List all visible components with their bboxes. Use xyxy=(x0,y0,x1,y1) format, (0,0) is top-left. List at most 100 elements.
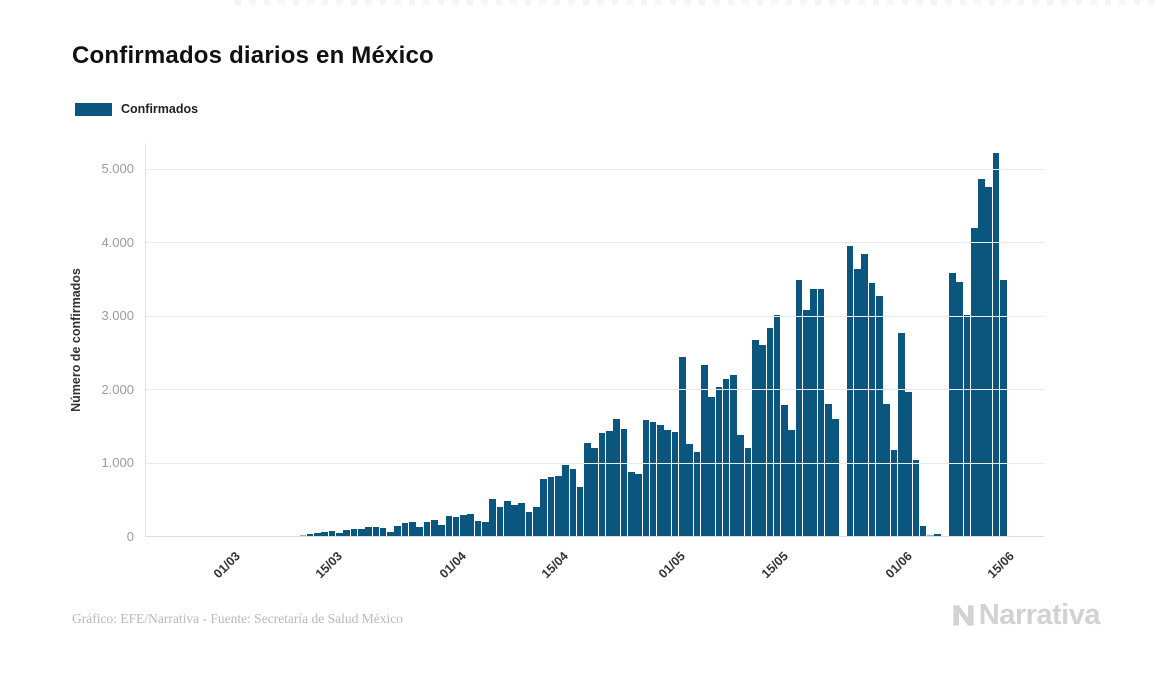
bar-27-04[interactable] xyxy=(642,419,650,537)
bar-20-04[interactable] xyxy=(591,448,599,537)
bar-29-04[interactable] xyxy=(657,424,664,537)
bar-15-06[interactable] xyxy=(1000,279,1007,537)
bar-29-03[interactable] xyxy=(430,520,438,537)
bar-02-05[interactable] xyxy=(679,356,686,537)
bar-11-06[interactable] xyxy=(970,228,978,537)
bar-10-04[interactable] xyxy=(518,503,526,537)
bar-25-05[interactable] xyxy=(846,245,854,537)
bar-14-05[interactable] xyxy=(766,328,774,537)
bar-16-04[interactable] xyxy=(562,464,569,537)
bar-24-03[interactable] xyxy=(394,525,402,537)
bar-28-03[interactable] xyxy=(423,522,431,537)
bar-22-04[interactable] xyxy=(606,430,613,537)
bar-19-05[interactable] xyxy=(803,309,810,537)
bar-30-04[interactable] xyxy=(664,429,672,537)
bar-21-04[interactable] xyxy=(598,432,606,537)
bar-20-03[interactable] xyxy=(365,527,372,537)
legend-item-confirmados[interactable]: Confirmados xyxy=(75,102,198,116)
bar-31-05[interactable] xyxy=(890,450,898,537)
bar-slot xyxy=(744,143,752,537)
bar-28-05[interactable] xyxy=(868,282,876,537)
bar-10-06[interactable] xyxy=(963,315,971,537)
bar-06-04[interactable] xyxy=(489,499,496,537)
bar-31-03[interactable] xyxy=(445,515,453,537)
bar-17-05[interactable] xyxy=(788,429,796,537)
bar-17-03[interactable] xyxy=(343,530,350,537)
bar-01-04[interactable] xyxy=(452,516,460,537)
bar-05-05[interactable] xyxy=(700,365,708,537)
bar-15-03[interactable] xyxy=(328,530,336,537)
bar-05-04[interactable] xyxy=(482,521,489,537)
bar-03-04[interactable] xyxy=(467,513,475,537)
bar-09-06[interactable] xyxy=(956,281,963,537)
bar-15-04[interactable] xyxy=(554,476,562,537)
bar-30-05[interactable] xyxy=(883,404,890,537)
bar-08-06[interactable] xyxy=(949,273,956,537)
bar-23-04[interactable] xyxy=(613,419,620,537)
bar-13-04[interactable] xyxy=(540,479,547,537)
bar-24-04[interactable] xyxy=(620,428,628,537)
bar-slot xyxy=(781,143,788,537)
bar-04-05[interactable] xyxy=(693,452,701,537)
bar-07-05[interactable] xyxy=(715,387,723,537)
bar-07-04[interactable] xyxy=(496,506,504,537)
bar-12-06[interactable] xyxy=(978,179,985,537)
bar-27-03[interactable] xyxy=(416,526,423,537)
bar-18-05[interactable] xyxy=(795,280,803,537)
bar-06-06[interactable] xyxy=(934,533,942,537)
bar-19-03[interactable] xyxy=(357,528,365,537)
bar-01-06[interactable] xyxy=(897,333,905,537)
bar-09-04[interactable] xyxy=(511,505,518,537)
bar-01-05[interactable] xyxy=(671,431,679,537)
bar-04-04[interactable] xyxy=(474,521,482,537)
bar-27-05[interactable] xyxy=(861,254,869,537)
bar-02-06[interactable] xyxy=(905,391,912,537)
bar-30-03[interactable] xyxy=(438,525,445,537)
bar-20-05[interactable] xyxy=(810,289,817,537)
bar-29-05[interactable] xyxy=(876,295,883,537)
bar-slot xyxy=(430,143,438,537)
bar-16-03[interactable] xyxy=(336,533,343,537)
bar-11-04[interactable] xyxy=(525,511,533,537)
bar-08-04[interactable] xyxy=(503,500,511,537)
bar-25-04[interactable] xyxy=(627,471,635,537)
bar-26-05[interactable] xyxy=(854,269,861,537)
bar-26-04[interactable] xyxy=(635,474,642,537)
bar-10-05[interactable] xyxy=(737,434,744,537)
bar-16-05[interactable] xyxy=(781,404,788,537)
bar-28-04[interactable] xyxy=(649,422,657,537)
bar-slot xyxy=(401,143,409,537)
bar-14-03[interactable] xyxy=(321,531,329,537)
bar-21-05[interactable] xyxy=(817,288,825,537)
bar-22-05[interactable] xyxy=(824,404,832,537)
bar-11-05[interactable] xyxy=(744,447,752,537)
bar-19-04[interactable] xyxy=(584,443,591,537)
bar-slot xyxy=(846,143,854,537)
bar-03-05[interactable] xyxy=(686,444,693,537)
bar-02-04[interactable] xyxy=(460,514,467,537)
bar-13-03[interactable] xyxy=(314,532,321,537)
bar-08-05[interactable] xyxy=(722,379,730,537)
bar-14-04[interactable] xyxy=(547,477,555,537)
bar-04-06[interactable] xyxy=(919,525,927,537)
bar-23-03[interactable] xyxy=(387,531,394,537)
bar-09-05[interactable] xyxy=(730,375,737,537)
bar-13-05[interactable] xyxy=(759,345,766,537)
bar-22-03[interactable] xyxy=(379,528,387,537)
bar-26-03[interactable] xyxy=(409,521,416,537)
bar-25-03[interactable] xyxy=(401,523,409,537)
bar-15-05[interactable] xyxy=(773,315,781,537)
bar-13-06[interactable] xyxy=(985,186,993,537)
bar-21-03[interactable] xyxy=(372,526,380,537)
bar-17-04[interactable] xyxy=(569,469,577,537)
bar-12-04[interactable] xyxy=(533,506,540,537)
bar-06-05[interactable] xyxy=(708,396,715,537)
bar-12-03[interactable] xyxy=(306,534,314,537)
bar-14-06[interactable] xyxy=(992,153,1000,537)
bar-18-03[interactable] xyxy=(350,529,358,537)
bar-23-05[interactable] xyxy=(832,419,839,537)
bar-18-04[interactable] xyxy=(576,486,584,537)
bar-03-06[interactable] xyxy=(912,460,920,537)
bar-12-05[interactable] xyxy=(751,340,759,537)
bar-slot xyxy=(934,143,942,537)
